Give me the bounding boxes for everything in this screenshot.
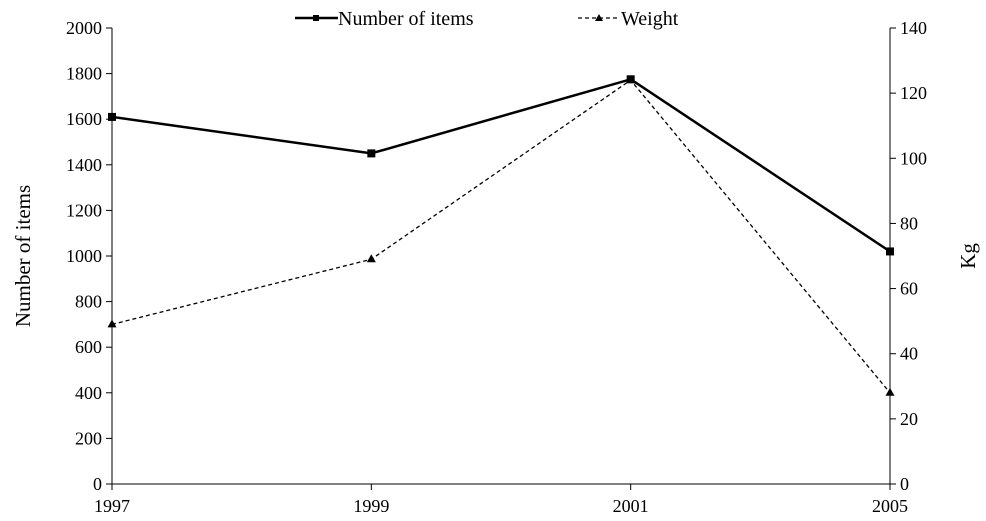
- left-y-tick-label: 1200: [66, 200, 102, 220]
- point-marker-weight: [366, 254, 376, 263]
- right-y-tick-label: 140: [900, 18, 927, 38]
- right-y-ticks: 0 20 40 60 80 100 120 140: [890, 18, 927, 494]
- legend: Number of items Weight: [295, 8, 679, 30]
- legend-items-marker: [313, 15, 319, 21]
- x-tick-label: 1997: [94, 496, 130, 516]
- x-tick-label: 2005: [872, 496, 908, 516]
- right-y-axis-title: Kg: [956, 243, 980, 269]
- left-y-tick-label: 2000: [66, 18, 102, 38]
- right-y-tick-label: 0: [900, 474, 909, 494]
- axes: [111, 28, 891, 485]
- x-tick-label: 1999: [353, 496, 389, 516]
- right-y-tick-label: 80: [900, 213, 918, 233]
- series-line-items: [111, 77, 891, 253]
- point-marker-items: [108, 112, 116, 121]
- right-y-tick-label: 100: [900, 148, 927, 168]
- right-y-tick-label: 20: [900, 409, 918, 429]
- left-y-ticks: 0 200 400 600 800 1000 1200 1400 1600 1800 2000: [66, 18, 112, 494]
- series-layer: [107, 75, 895, 396]
- left-y-tick-label: 1400: [66, 155, 102, 175]
- point-marker-items: [367, 149, 376, 158]
- left-y-tick-label: 1800: [66, 64, 102, 84]
- series-line-weight: [111, 79, 891, 394]
- left-y-tick-label: 1600: [66, 109, 102, 129]
- right-y-tick-label: 40: [900, 344, 918, 364]
- right-y-tick-label: 120: [900, 83, 927, 103]
- legend-items-label: Number of items: [338, 8, 474, 30]
- left-y-tick-label: 600: [75, 337, 102, 357]
- point-marker-items: [886, 247, 894, 256]
- left-y-tick-label: 400: [75, 383, 102, 403]
- left-y-tick-label: 200: [75, 428, 102, 448]
- right-y-tick-label: 60: [900, 279, 918, 299]
- legend-weight-label: Weight: [621, 8, 679, 30]
- left-y-axis-title: Number of items: [11, 185, 35, 327]
- point-marker-weight: [107, 319, 117, 328]
- left-y-tick-label: 1000: [66, 246, 102, 266]
- point-marker-weight: [885, 387, 895, 396]
- x-ticks: 1997 1999 2001 2005: [94, 484, 908, 516]
- left-y-tick-label: 0: [93, 474, 102, 494]
- point-marker-weight: [626, 75, 636, 84]
- x-tick-label: 2001: [613, 496, 649, 516]
- left-y-tick-label: 800: [75, 292, 102, 312]
- legend-weight-marker: [595, 14, 603, 21]
